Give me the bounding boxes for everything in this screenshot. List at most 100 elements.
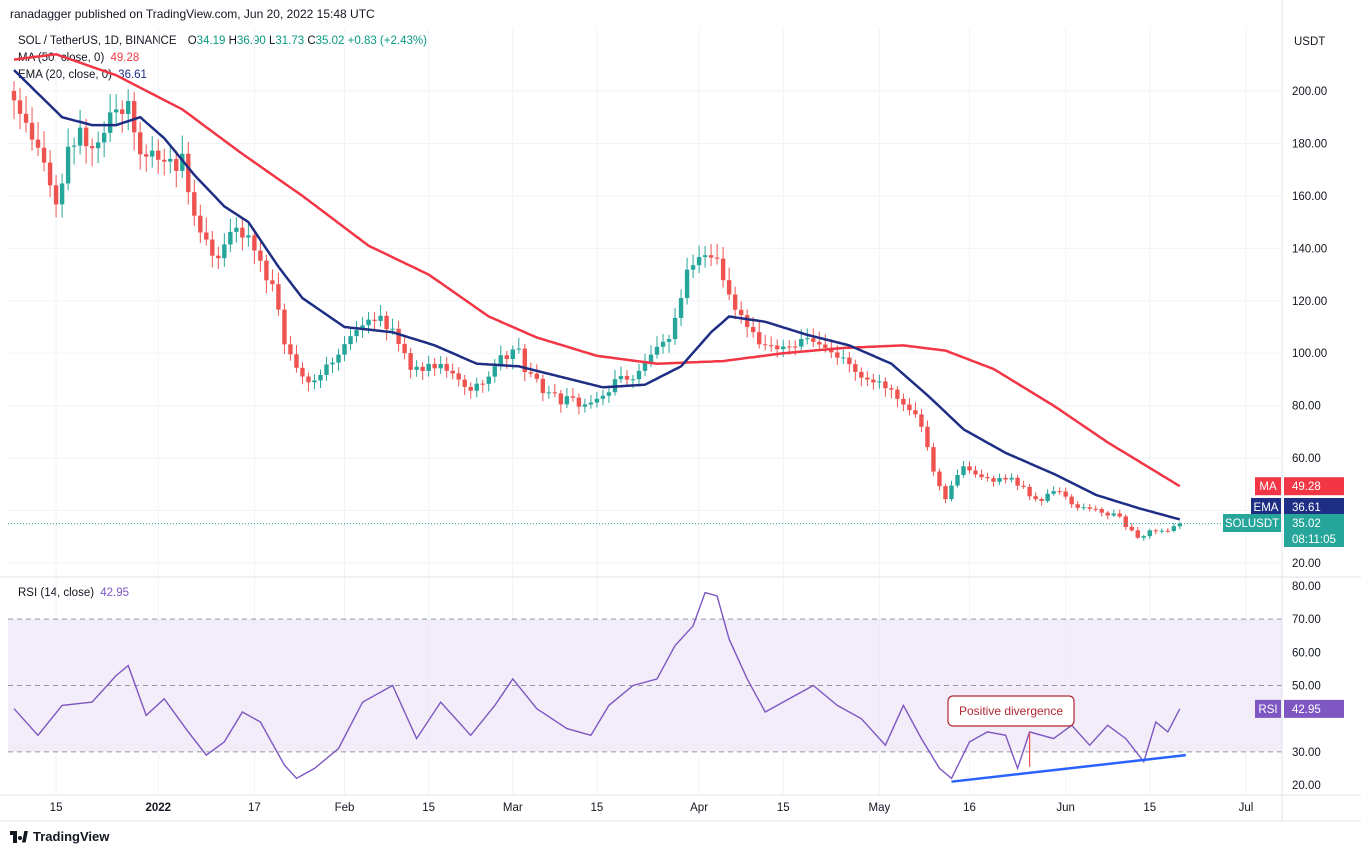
- candle-body: [895, 389, 900, 399]
- support-trendline[interactable]: [951, 753, 1186, 783]
- price-tick-120: 120.00: [1292, 296, 1327, 308]
- candle-body: [528, 372, 534, 374]
- candle-body: [264, 260, 269, 281]
- candle-body: [492, 366, 497, 377]
- candle-body: [1111, 513, 1116, 516]
- time-axis-ticks[interactable]: 15 2022 17 Feb 15 Mar 15 Apr 15 May 16 Jun 15 Jul: [50, 802, 1254, 814]
- candle-body: [726, 280, 732, 295]
- candle-body: [666, 339, 672, 342]
- candle-body: [859, 371, 864, 378]
- axes: [0, 0, 1361, 822]
- candle-body: [522, 348, 528, 373]
- rsi-badge-value: 42.95: [1292, 704, 1321, 716]
- ma-legend[interactable]: MA (50, close, 0) 49.28: [18, 52, 139, 64]
- open-value: 34.19: [196, 35, 226, 47]
- rsi-line: [13, 591, 1181, 780]
- candle-body: [678, 298, 684, 318]
- candle-body: [805, 338, 810, 340]
- time-tick-0: 15: [50, 802, 63, 814]
- tradingview-logo[interactable]: TradingView: [10, 829, 109, 844]
- candle-body: [1021, 485, 1026, 487]
- candle-body: [462, 379, 467, 387]
- candle-body: [997, 477, 1002, 482]
- rsi-badge: [1284, 699, 1344, 718]
- candle-body: [600, 395, 606, 399]
- candle-body: [504, 355, 509, 359]
- candle-body: [823, 344, 828, 348]
- candle-body: [1015, 477, 1020, 486]
- candle-body: [1177, 523, 1183, 527]
- candle-body: [552, 392, 558, 394]
- candle-body: [396, 328, 401, 344]
- candle-body: [59, 183, 65, 205]
- ma50-line: [13, 53, 1181, 488]
- candle-body: [582, 404, 588, 407]
- candle-body: [276, 284, 281, 310]
- symbol-name[interactable]: SOL / TetherUS, 1D, BINANCE: [18, 35, 177, 47]
- rsi-tick-60: 60.00: [1292, 647, 1321, 659]
- ema-legend-label: EMA (20, close, 0): [18, 69, 112, 81]
- time-tick-3: Feb: [335, 802, 355, 814]
- open-label: O: [187, 35, 197, 47]
- candle-body: [228, 231, 233, 245]
- candle-body: [113, 109, 119, 113]
- candle-body: [985, 477, 990, 479]
- candle-body: [150, 150, 155, 157]
- candle-body: [474, 383, 479, 391]
- ema-badge: [1284, 498, 1344, 516]
- candle-body: [955, 474, 960, 486]
- candle-body: [540, 378, 546, 394]
- candle-body: [11, 91, 17, 101]
- candle-body: [107, 112, 113, 133]
- candle-body: [420, 366, 425, 371]
- candle-body: [636, 370, 642, 380]
- candle-body: [1063, 491, 1068, 497]
- candle-body: [570, 396, 576, 398]
- price-badge-tag: [1223, 514, 1281, 532]
- price-tick-20: 20.00: [1292, 558, 1321, 570]
- candle-body: [853, 364, 858, 372]
- price-tick-80: 80.00: [1292, 401, 1321, 413]
- candle-body: [414, 366, 419, 370]
- rsi-axis-ticks[interactable]: 80.00 70.00 60.00 50.00 30.00 20.00: [1292, 581, 1321, 792]
- candle-body: [642, 362, 648, 371]
- candle-body: [35, 139, 41, 148]
- candle-body: [210, 239, 215, 256]
- candle-body: [618, 375, 624, 380]
- rsi-tick-30: 30.00: [1292, 747, 1321, 759]
- time-tick-12: 15: [1143, 802, 1156, 814]
- candle-body: [1105, 512, 1110, 516]
- candle-body: [336, 354, 341, 363]
- candle-body: [216, 255, 221, 259]
- rsi-tick-20: 20.00: [1292, 780, 1321, 792]
- ema-badge-value: 36.61: [1292, 502, 1321, 514]
- candle-body: [378, 315, 383, 321]
- candle-body: [919, 414, 924, 427]
- ema-legend[interactable]: EMA (20, close, 0) 36.61: [18, 69, 147, 81]
- change-value: +0.83 (+2.43%): [347, 35, 427, 47]
- candle-body: [498, 355, 503, 367]
- candle-body: [1003, 477, 1008, 480]
- candle-body: [156, 150, 161, 160]
- candle-body: [294, 354, 299, 368]
- candles: [11, 81, 1183, 541]
- annotation-box[interactable]: [947, 695, 1075, 727]
- time-tick-2: 17: [248, 802, 261, 814]
- candle-body: [925, 426, 930, 448]
- price-axis-ticks[interactable]: 200.00 180.00 160.00 140.00 120.00 100.00 80.0…: [1292, 86, 1327, 570]
- ema-legend-value: 36.61: [118, 69, 147, 81]
- candle-body: [1087, 507, 1092, 509]
- rsi-badge-tag-text: RSI: [1258, 704, 1277, 716]
- candle-body: [931, 447, 936, 472]
- rsi-tick-70: 70.00: [1292, 614, 1321, 626]
- candle-body: [871, 379, 876, 383]
- annotation-text: Positive divergence: [959, 704, 1063, 718]
- candle-body: [258, 250, 263, 261]
- candle-body: [41, 147, 47, 163]
- ema-badge-tag-text: EMA: [1254, 502, 1279, 514]
- candle-body: [1141, 536, 1146, 538]
- candle-body: [270, 280, 275, 285]
- ma-badge: [1284, 477, 1344, 496]
- ma-legend-value: 49.28: [110, 52, 140, 64]
